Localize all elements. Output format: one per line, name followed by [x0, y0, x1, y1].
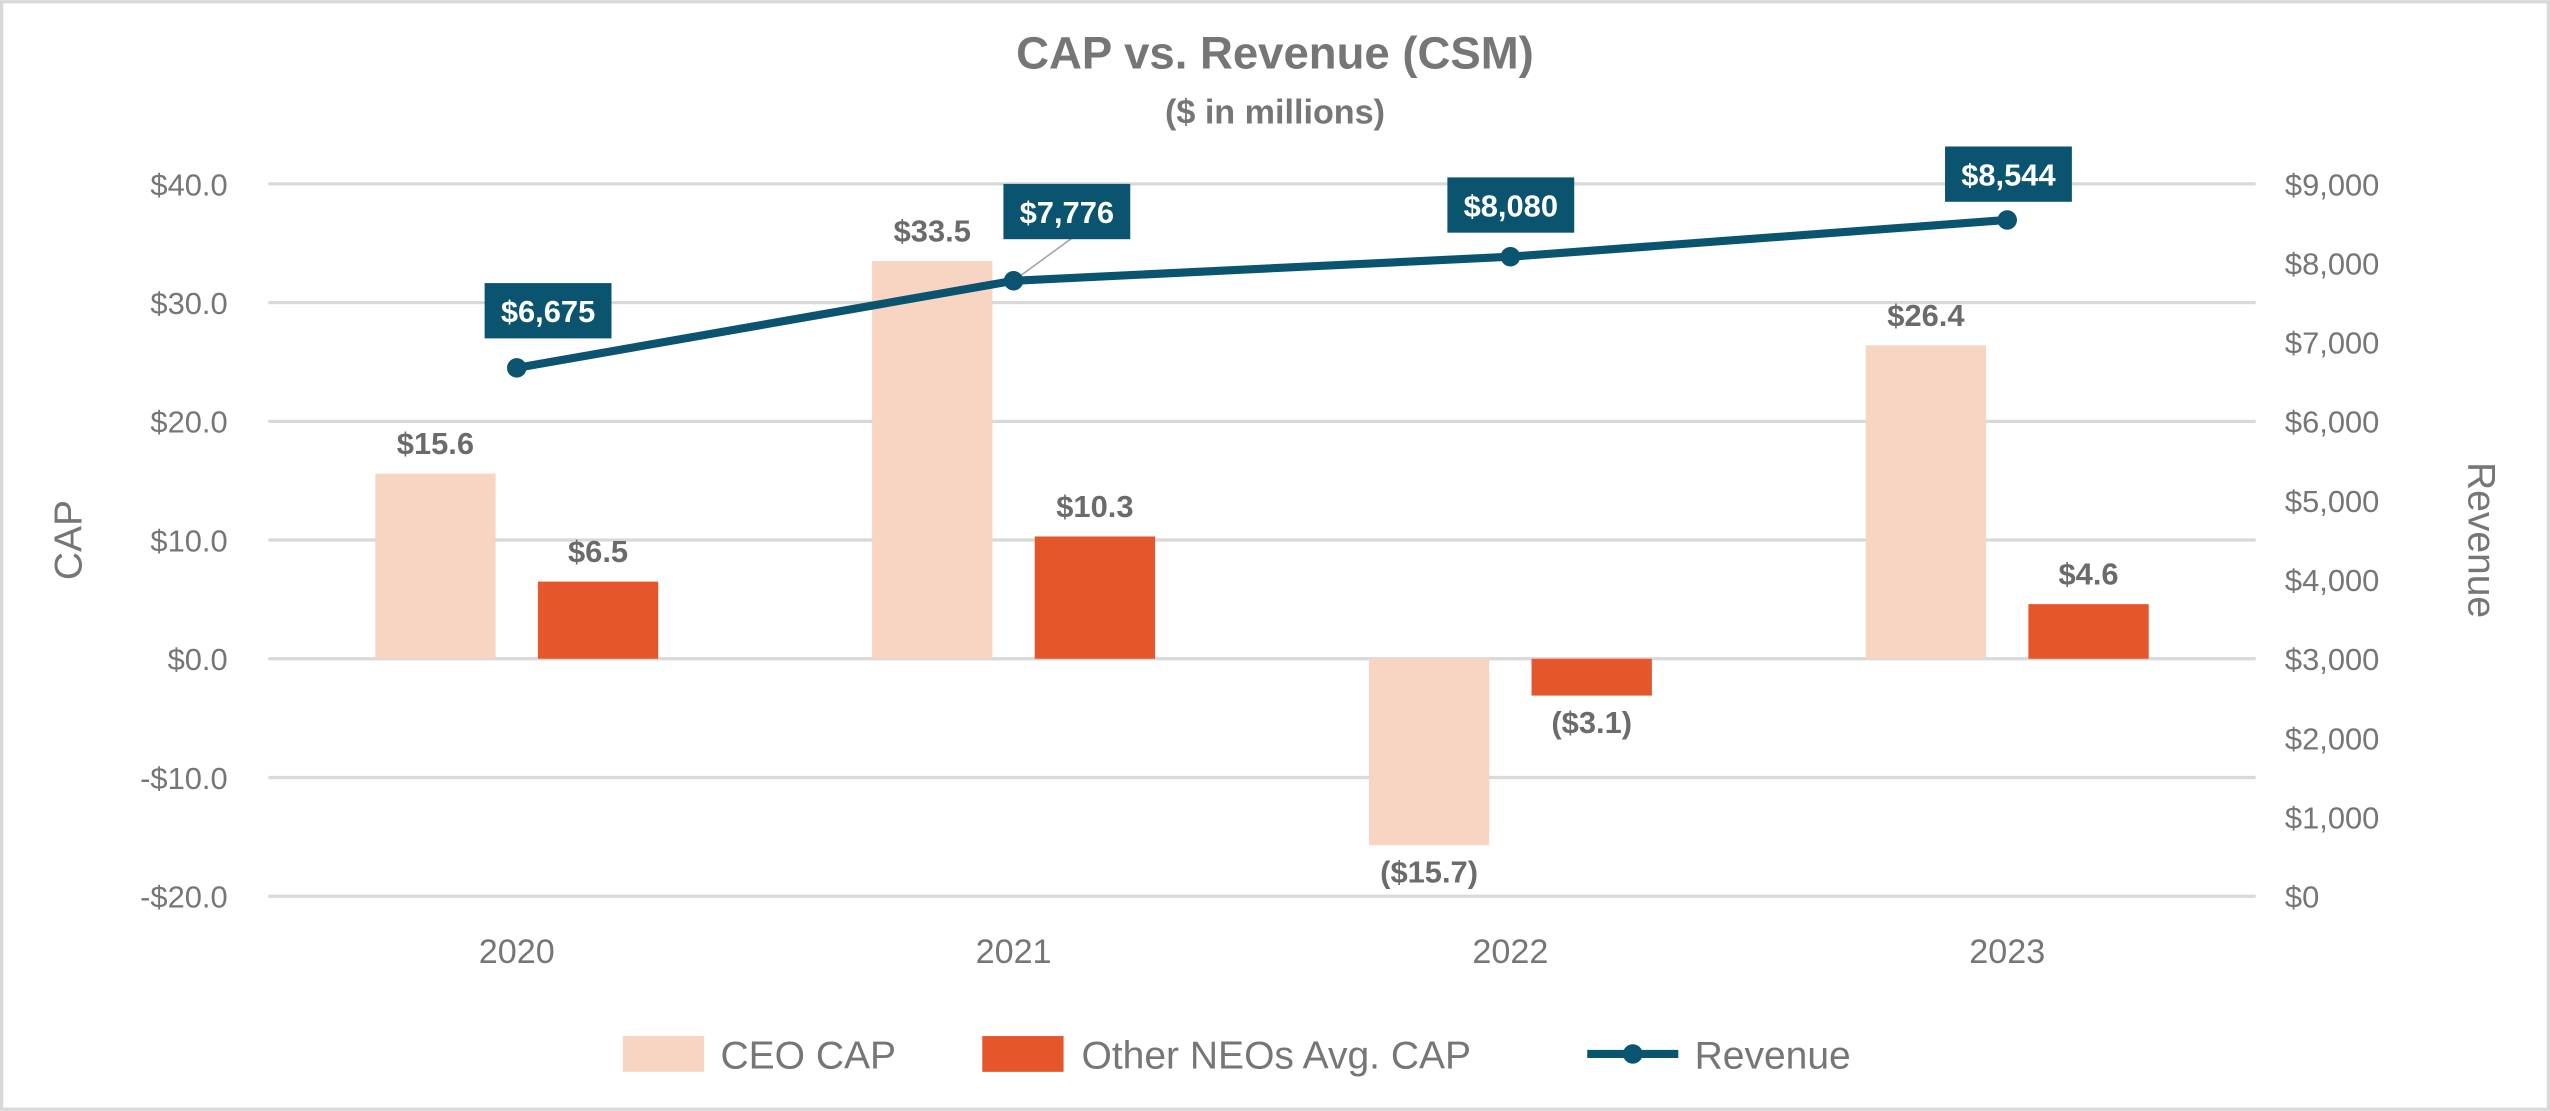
legend-label: Revenue [1695, 1035, 1851, 1078]
y-tick-label: -$20.0 [140, 880, 228, 915]
y2-tick-label: $6,000 [2285, 405, 2379, 440]
bar-other-neos-avg-cap [1531, 658, 1652, 696]
legend-label: Other NEOs Avg. CAP [1081, 1035, 1471, 1078]
revenue-label-box [484, 283, 612, 339]
legend-label: CEO CAP [720, 1035, 896, 1078]
y-tick-label: $40.0 [150, 167, 227, 202]
y-tick-label: $0.0 [168, 642, 228, 677]
legend-swatch-ceo-cap [622, 1036, 705, 1072]
data-label: ($15.7) [1380, 855, 1478, 890]
chart-subtitle: ($ in millions) [1165, 94, 1385, 132]
y2-tick-label: $4,000 [2285, 563, 2379, 598]
revenue-label-box [1945, 146, 2072, 202]
revenue-marker [1003, 271, 1024, 291]
y2-tick-label: $0 [2285, 880, 2319, 915]
y2-tick-label: $8,000 [2285, 246, 2379, 281]
revenue-line [516, 215, 2008, 372]
bar-other-neos-avg-cap [537, 581, 659, 659]
data-label: $26.4 [1887, 298, 1964, 333]
y-tick-label: $30.0 [150, 286, 227, 321]
revenue-marker [1997, 210, 2017, 230]
x-tick-label: 2021 [976, 933, 1052, 971]
revenue-data-label: $8,544 [1961, 158, 2055, 193]
bar-ceo-cap [1368, 658, 1490, 846]
bar-other-neos-avg-cap [1034, 536, 1156, 659]
y2-tick-label: $3,000 [2285, 642, 2379, 677]
y2-tick-label: $1,000 [2285, 800, 2379, 835]
x-tick-label: 2023 [1969, 933, 2045, 971]
data-label: $6.5 [568, 534, 628, 569]
revenue-data-label: $6,675 [501, 294, 595, 329]
y-tick-label: $20.0 [150, 405, 227, 440]
bar-ceo-cap [872, 261, 993, 659]
y2-tick-label: $2,000 [2285, 721, 2379, 756]
bar-ceo-cap [1865, 345, 1987, 659]
leader-line [1013, 235, 1076, 282]
data-label: $15.6 [397, 426, 474, 461]
x-tick-label: 2022 [1472, 933, 1548, 971]
revenue-data-label: $7,776 [1020, 195, 1114, 230]
y2-axis-title: Revenue [2460, 462, 2503, 618]
data-label: $10.3 [1056, 489, 1133, 524]
data-label: ($3.1) [1551, 705, 1632, 740]
revenue-marker [506, 358, 527, 378]
x-tick-label: 2020 [479, 933, 555, 971]
revenue-label-box [1003, 183, 1131, 240]
y2-tick-label: $7,000 [2285, 326, 2379, 361]
data-label: $4.6 [2058, 557, 2118, 592]
legend-swatch-other-neos [982, 1036, 1064, 1072]
bar-other-neos-avg-cap [2028, 604, 2149, 659]
revenue-data-label: $8,080 [1464, 188, 1558, 223]
y-tick-label: $10.0 [150, 523, 227, 558]
chart-title: CAP vs. Revenue (CSM) [1016, 27, 1534, 78]
revenue-marker [1500, 246, 1521, 267]
legend-swatch-revenue-marker [1623, 1044, 1643, 1064]
y-axis-title: CAP [47, 500, 90, 580]
y2-tick-label: $5,000 [2285, 484, 2379, 519]
y2-tick-label: $9,000 [2285, 167, 2379, 202]
data-label: $33.5 [894, 214, 971, 249]
revenue-label-box [1447, 177, 1575, 233]
y-tick-label: -$10.0 [140, 761, 228, 796]
bar-ceo-cap [375, 473, 496, 659]
